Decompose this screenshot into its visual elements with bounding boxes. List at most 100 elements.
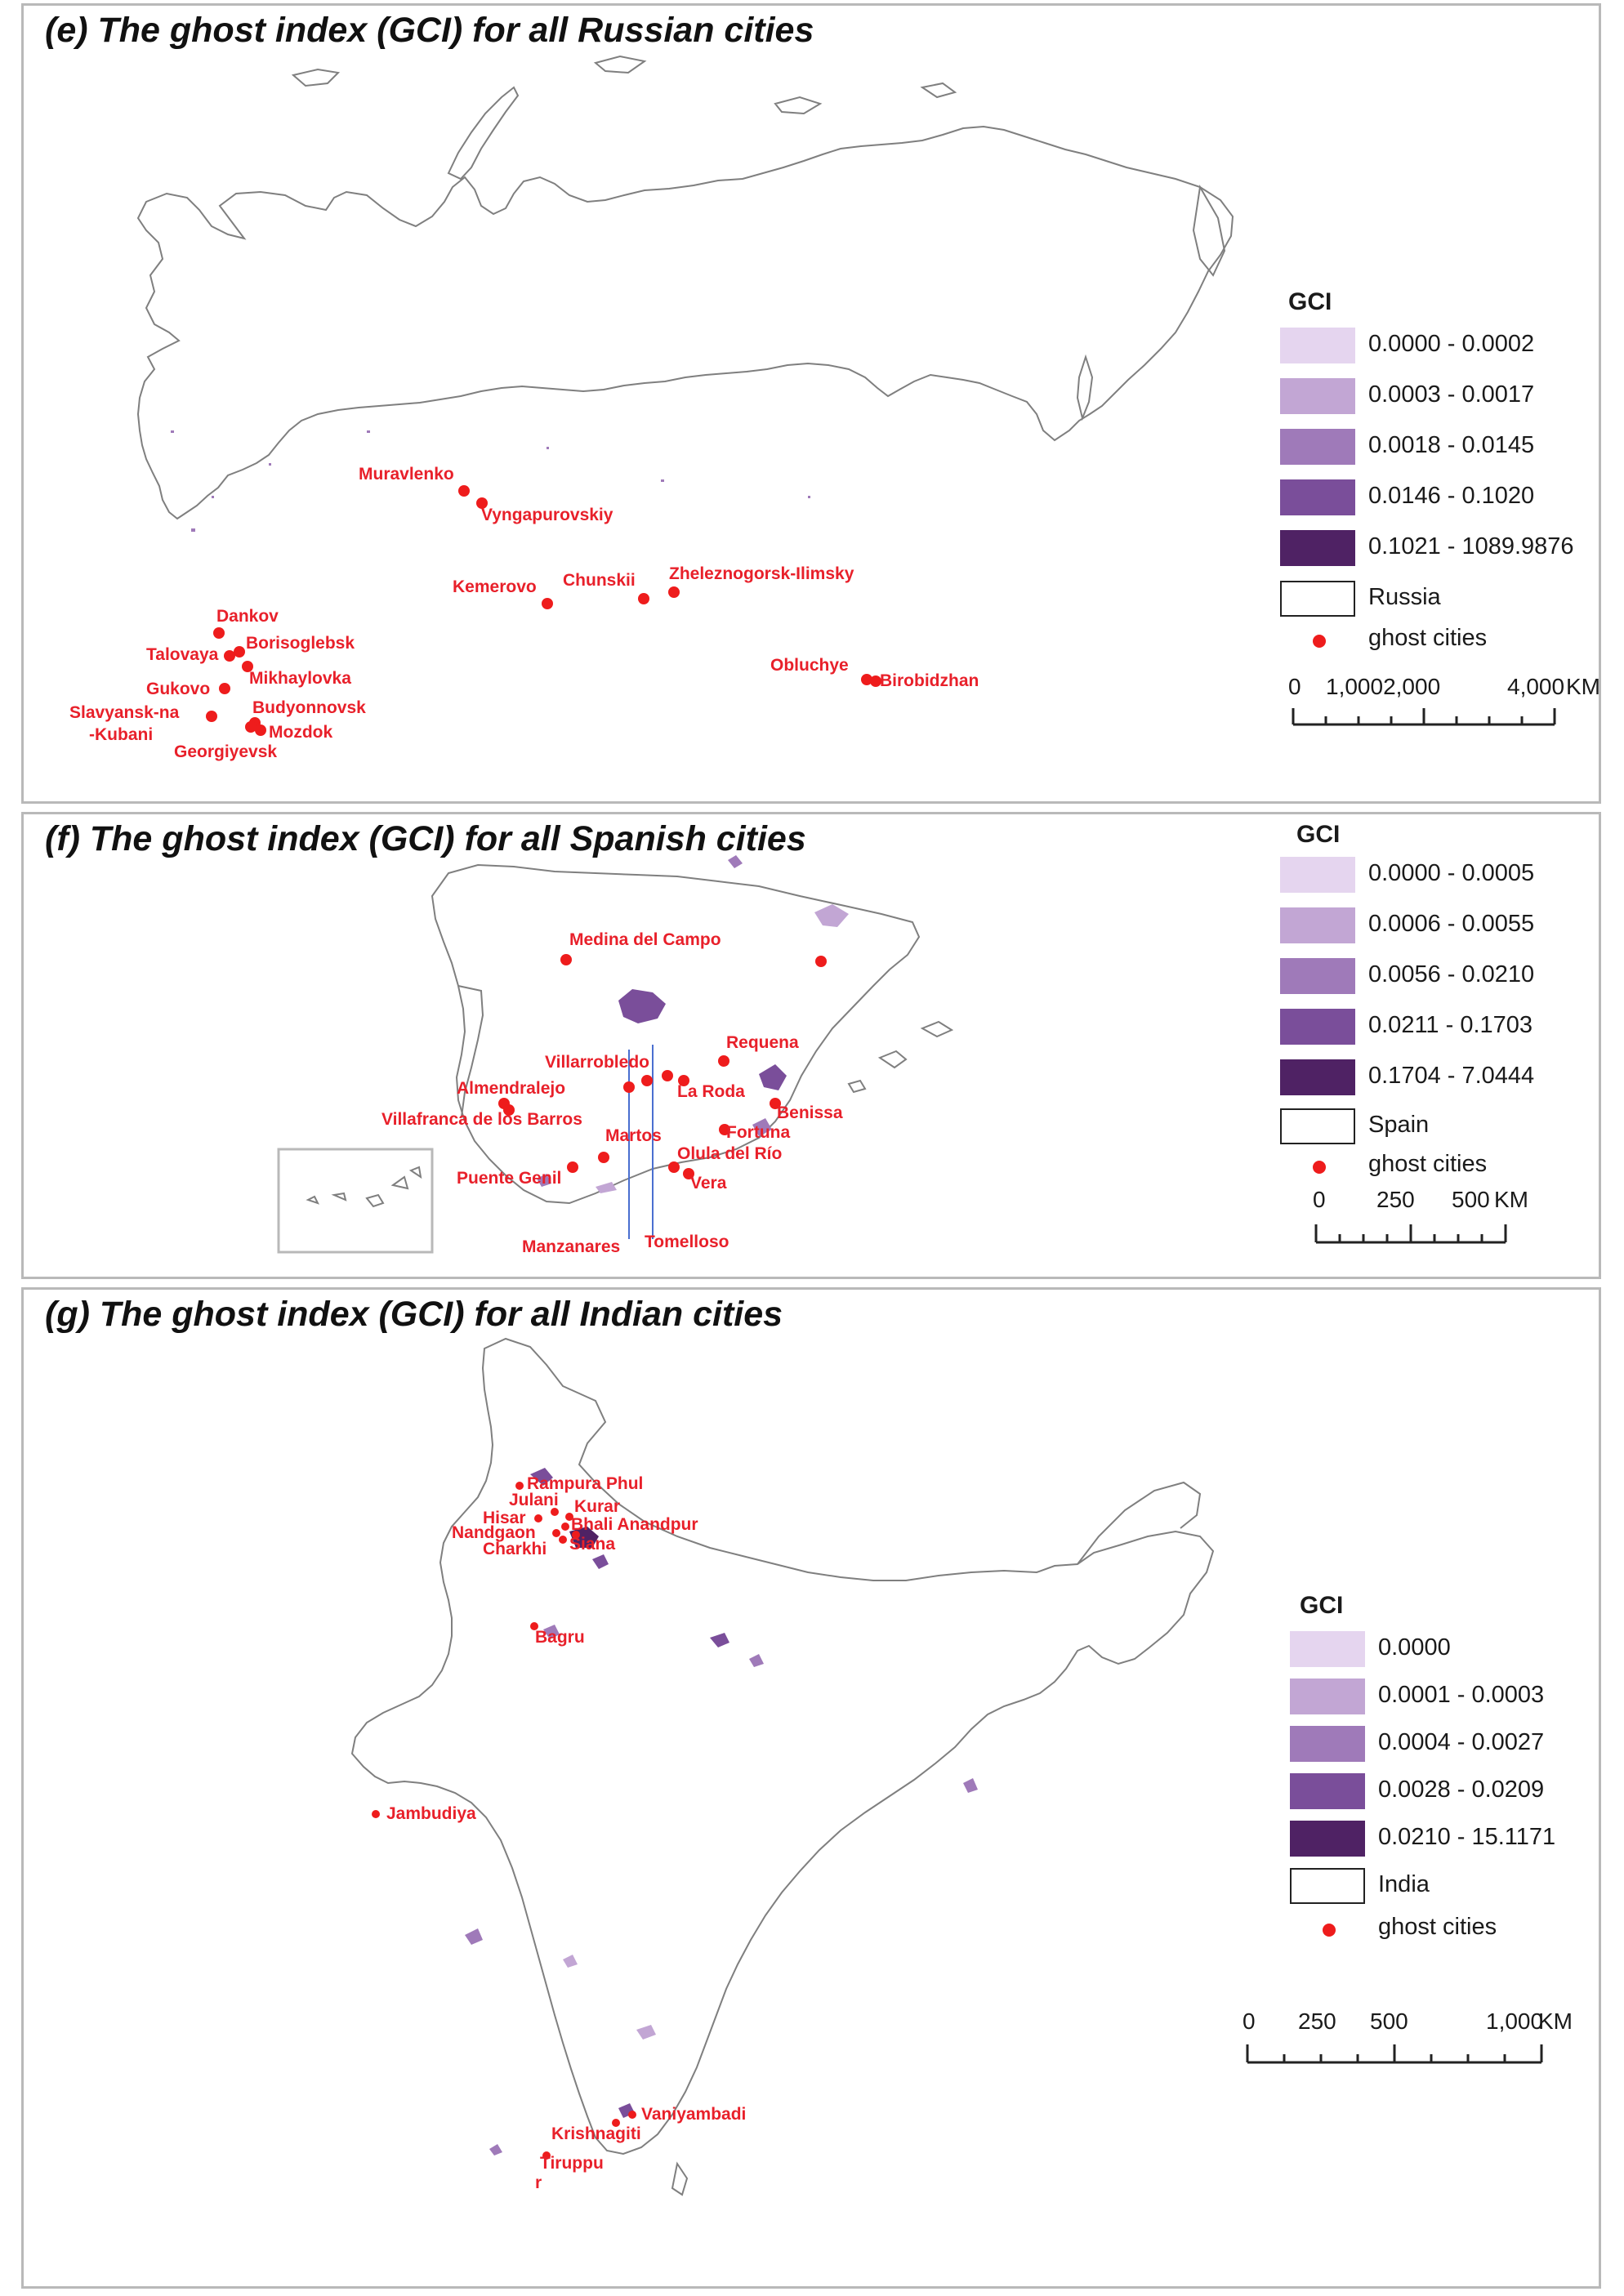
label-mikhaylovka: Mikhaylovka xyxy=(249,669,351,688)
legend-row-points: ghost cities xyxy=(1290,1910,1624,1946)
label-budyonnovsk: Budyonnovsk xyxy=(252,698,366,717)
legend-label: 0.1021 - 1089.9876 xyxy=(1368,533,1574,560)
marker-kurar xyxy=(565,1513,573,1521)
legend-swatch xyxy=(1280,907,1355,943)
legend-swatch-boundary xyxy=(1280,1108,1355,1144)
legend-row-boundary: Spain xyxy=(1280,1108,1623,1144)
legend-row: 0.0018 - 0.0145 xyxy=(1280,429,1623,465)
marker-julani xyxy=(551,1508,559,1516)
label-jambudiya: Jambudiya xyxy=(386,1804,476,1823)
scale-bar: 0 250 500 KM xyxy=(1280,1187,1607,1260)
label-zheleznogorsk: Zheleznogorsk-Ilimsky xyxy=(669,564,854,583)
scale-bar-graphic xyxy=(1246,2044,1543,2064)
panel-title: (f) The ghost index (GCI) for all Spanis… xyxy=(45,819,806,858)
legend-label: 0.0056 - 0.0210 xyxy=(1368,961,1535,988)
label-medina-del-campo: Medina del Campo xyxy=(569,930,721,949)
legend-title: GCI xyxy=(1288,288,1332,315)
legend-row-boundary: Russia xyxy=(1280,581,1623,617)
scale-label: 250 xyxy=(1376,1187,1415,1212)
label-charkhi: Charkhi xyxy=(483,1540,547,1558)
label-georgiyevsk: Georgiyevsk xyxy=(174,742,277,761)
sri-lanka-hint xyxy=(671,2161,689,2196)
legend-row: 0.0003 - 0.0017 xyxy=(1280,378,1623,414)
legend-row-points: ghost cities xyxy=(1280,1148,1623,1184)
label-birobidzhan: Birobidzhan xyxy=(880,671,979,690)
legend-row: 0.1704 - 7.0444 xyxy=(1280,1059,1623,1095)
label-almendralejo: Almendralejo xyxy=(457,1079,565,1098)
marker-tiruppur xyxy=(542,2151,551,2160)
legend-swatch-boundary xyxy=(1290,1868,1365,1904)
ghost-city-point-icon xyxy=(1290,1910,1365,1946)
label-muravlenko: Muravlenko xyxy=(359,465,454,484)
legend: GCI 0.0000 - 0.0005 0.0006 - 0.0055 0.00… xyxy=(1280,821,1607,1180)
label-villafranca: Villafranca de los Barros xyxy=(381,1110,582,1129)
legend-swatch xyxy=(1290,1821,1365,1857)
panel-russia: Muravlenko Vyngapurovskiy Kemerovo Chuns… xyxy=(21,3,1601,804)
label-benissa: Benissa xyxy=(777,1103,843,1122)
marker-chunskii xyxy=(638,593,649,604)
label-slavyansk-2: -Kubani xyxy=(89,725,153,744)
panel-title: (g) The ghost index (GCI) for all Indian… xyxy=(45,1295,783,1334)
marker-borisoglebsk xyxy=(234,646,245,658)
marker-la-roda xyxy=(678,1075,689,1086)
legend: GCI 0.0000 0.0001 - 0.0003 0.0004 - 0.00… xyxy=(1290,1592,1600,1959)
russia-map: Muravlenko Vyngapurovskiy Kemerovo Chuns… xyxy=(69,55,1234,761)
legend-row: 0.0000 xyxy=(1290,1631,1624,1667)
legend-label: 0.0018 - 0.0145 xyxy=(1368,432,1535,458)
marker-fortuna xyxy=(719,1124,730,1135)
legend-row-points: ghost cities xyxy=(1280,622,1623,658)
legend-row: 0.0146 - 0.1020 xyxy=(1280,479,1623,515)
marker-siana xyxy=(572,1531,580,1539)
scale-bar: 0 1,0002,000 4,000 KM xyxy=(1280,674,1607,731)
label-kurar: Kurar xyxy=(574,1497,620,1516)
legend-label-boundary: Russia xyxy=(1368,584,1441,610)
legend-swatch xyxy=(1290,1726,1365,1762)
legend-swatch xyxy=(1280,1009,1355,1045)
legend-label: 0.0000 xyxy=(1378,1634,1451,1661)
legend-title: GCI xyxy=(1296,821,1341,848)
scale-label: 0 xyxy=(1313,1187,1326,1212)
marker-manzanares xyxy=(623,1081,635,1093)
marker-mozdok xyxy=(255,724,266,736)
label-borisoglebsk: Borisoglebsk xyxy=(246,634,355,653)
legend-row: 0.0028 - 0.0209 xyxy=(1290,1773,1624,1809)
legend-label: 0.1704 - 7.0444 xyxy=(1368,1063,1535,1089)
label-mozdok: Mozdok xyxy=(269,723,332,742)
legend-label: 0.0004 - 0.0027 xyxy=(1378,1729,1545,1755)
label-hisar: Hisar xyxy=(483,1509,526,1527)
legend-label: 0.0211 - 0.1703 xyxy=(1368,1012,1533,1038)
scale-label: 1,000 xyxy=(1486,2008,1544,2034)
spain-map: Medina del Campo Requena Villarrobledo A… xyxy=(277,855,954,1256)
ghost-city-markers-india xyxy=(372,1482,636,2160)
legend-swatch xyxy=(1280,378,1355,414)
label-dankov: Dankov xyxy=(216,607,279,626)
city-labels-spain: Medina del Campo Requena Villarrobledo A… xyxy=(381,930,843,1256)
arctic-islands xyxy=(291,55,957,115)
scale-label: 250 xyxy=(1298,2008,1336,2034)
scale-label: 0 xyxy=(1288,674,1301,699)
legend-row: 0.0211 - 0.1703 xyxy=(1280,1009,1623,1045)
panel-title: (e) The ghost index (GCI) for all Russia… xyxy=(45,11,814,50)
legend-label-boundary: India xyxy=(1378,1871,1430,1897)
canary-islands xyxy=(306,1166,422,1208)
legend-swatch xyxy=(1290,1679,1365,1714)
scale-label: 1,0002,000 xyxy=(1326,674,1441,699)
scale-bar-graphic xyxy=(1314,1224,1507,1244)
legend-label: 0.0000 - 0.0005 xyxy=(1368,860,1535,886)
panel-spain: Medina del Campo Requena Villarrobledo A… xyxy=(21,812,1601,1279)
legend-swatch xyxy=(1280,857,1355,893)
india-map: Rampura Phul Julani Kurar Hisar Bhali An… xyxy=(350,1337,1215,2196)
legend-label: 0.0006 - 0.0055 xyxy=(1368,911,1535,937)
gci-patches-india xyxy=(465,1468,978,2156)
legend-label: 0.0003 - 0.0017 xyxy=(1368,381,1535,408)
label-chunskii: Chunskii xyxy=(563,571,636,590)
balearic-islands xyxy=(847,1020,954,1094)
marker-vera xyxy=(683,1168,694,1179)
city-labels-russia: Muravlenko Vyngapurovskiy Kemerovo Chuns… xyxy=(69,465,979,761)
scale-unit: KM xyxy=(1538,2008,1573,2034)
legend-row: 0.0006 - 0.0055 xyxy=(1280,907,1623,943)
legend-swatch xyxy=(1280,328,1355,363)
legend-row: 0.0000 - 0.0002 xyxy=(1280,328,1623,363)
marker-kemerovo xyxy=(542,598,553,609)
label-kemerovo: Kemerovo xyxy=(453,577,537,596)
